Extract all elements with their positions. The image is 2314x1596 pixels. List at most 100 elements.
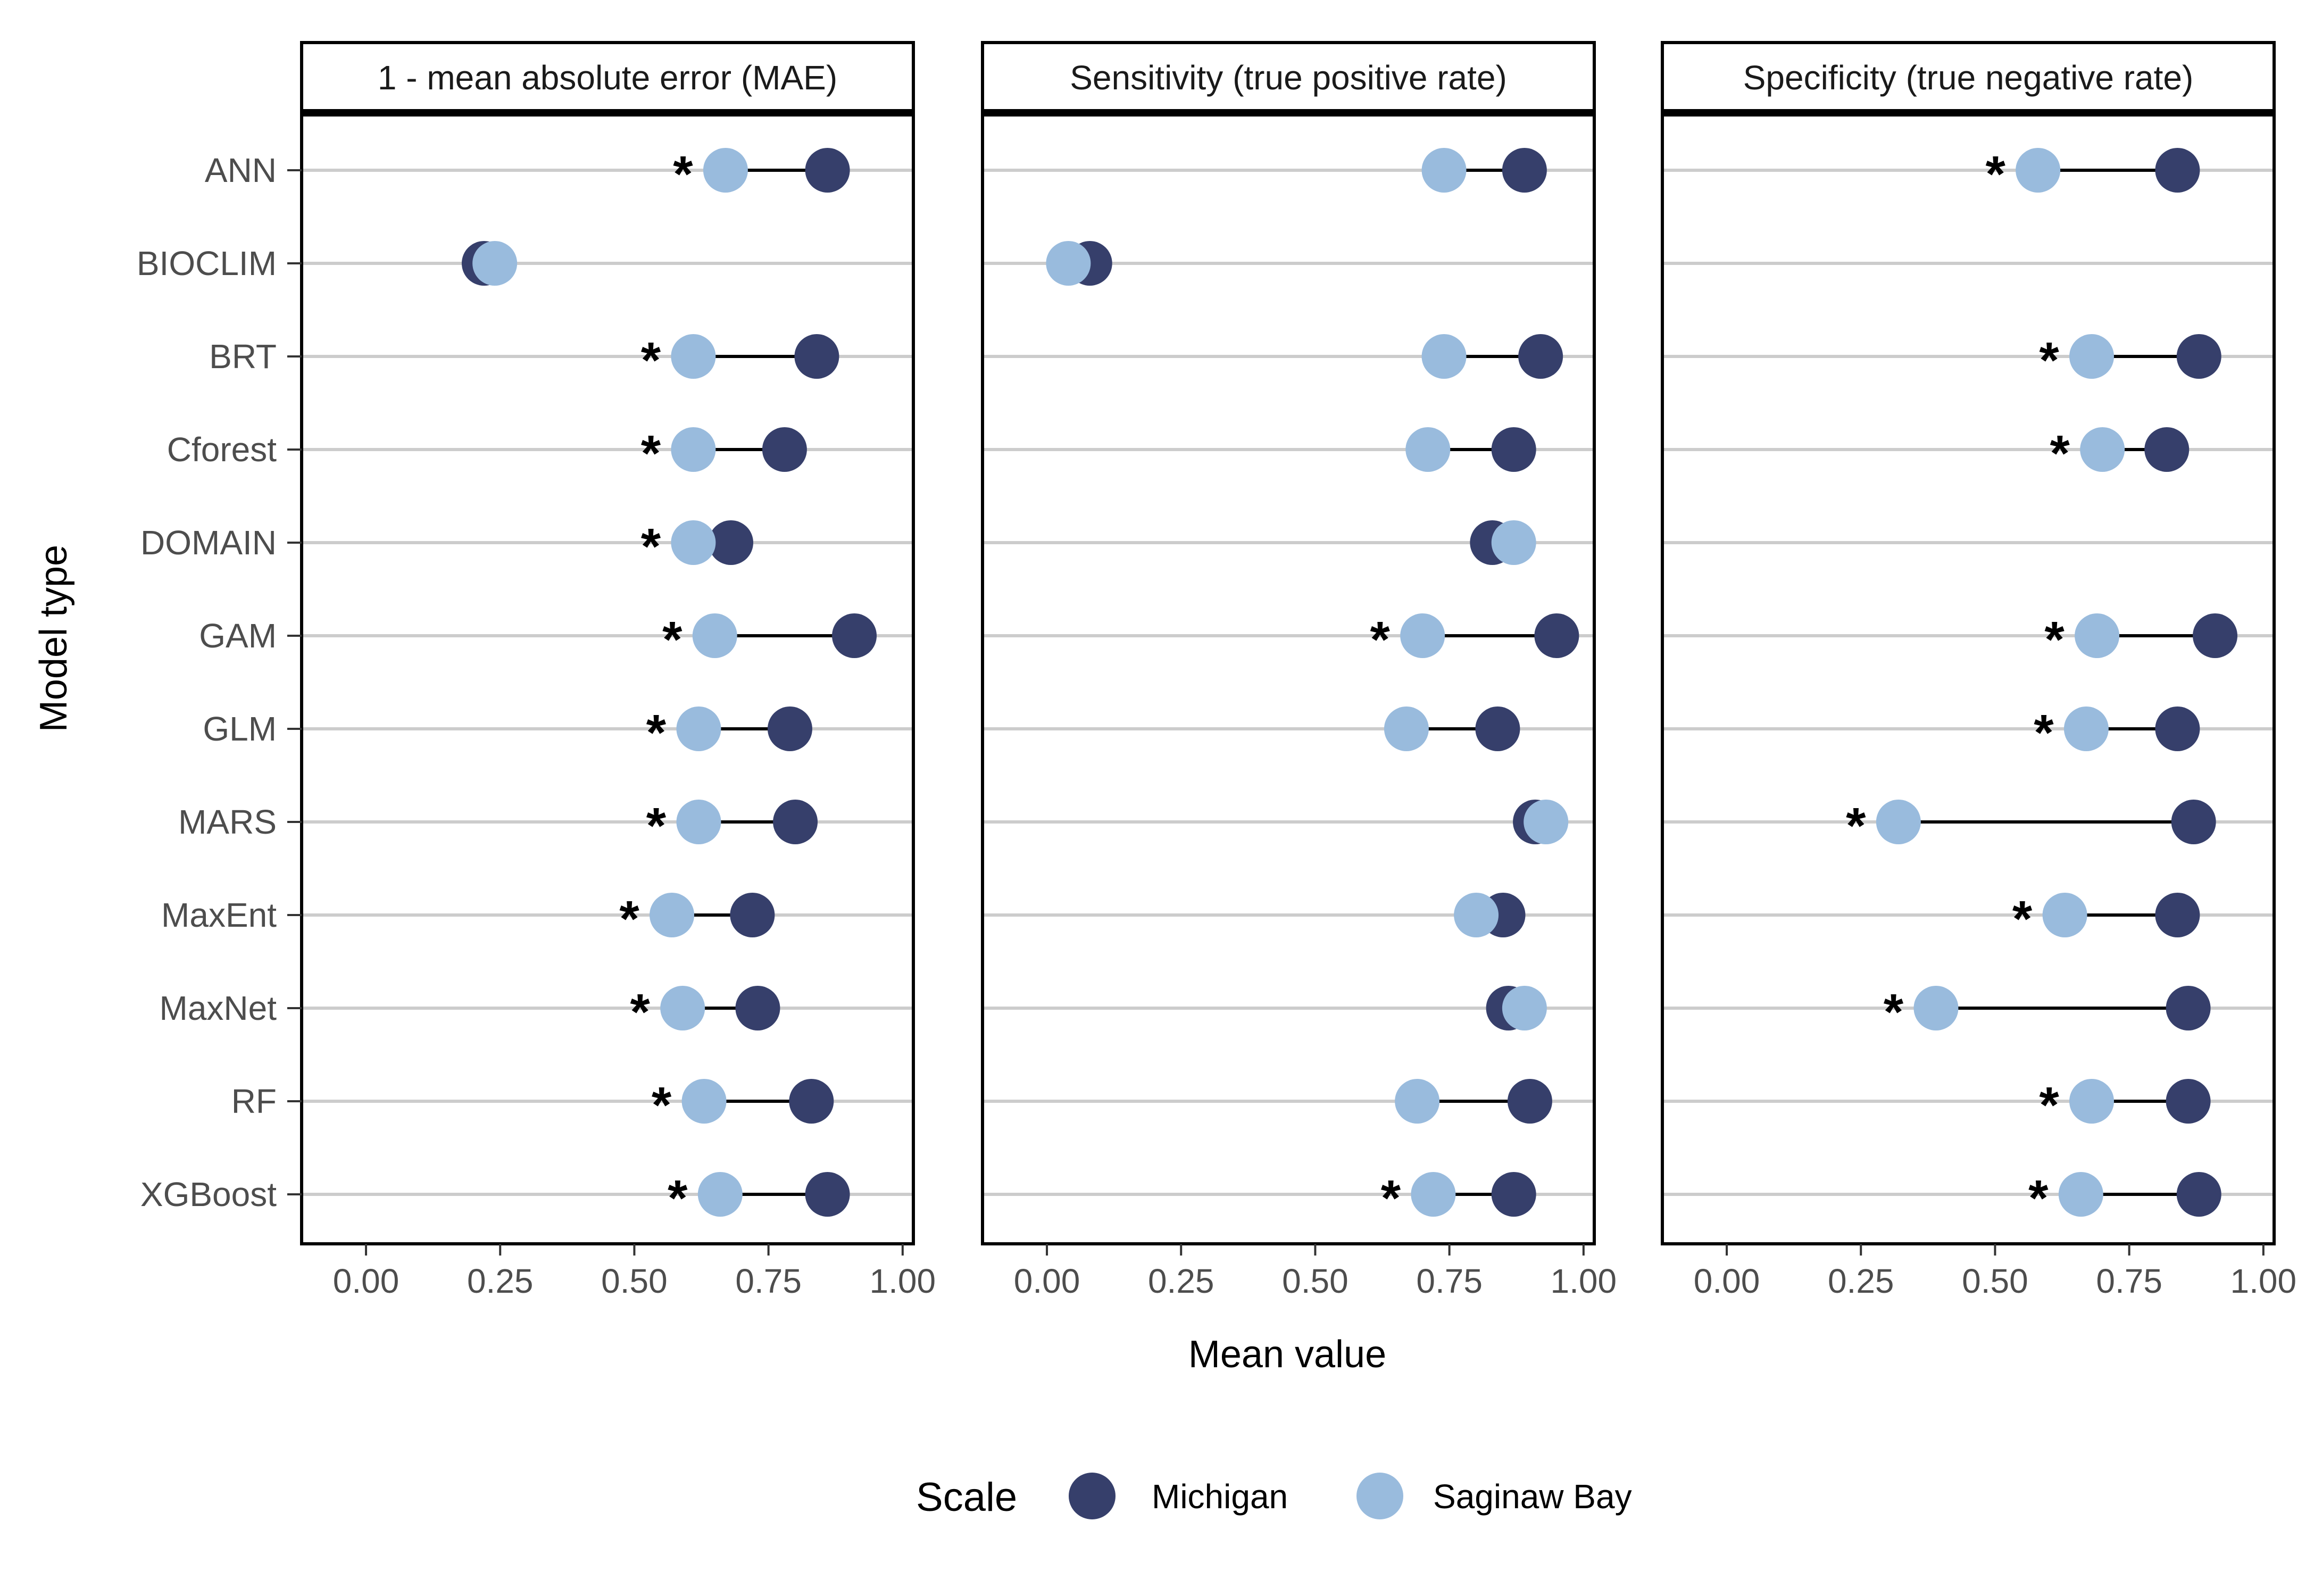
point-michigan-gam	[1534, 613, 1579, 658]
x-tick-label: 0.50	[1962, 1262, 2028, 1300]
category-label-domain: DOMAIN	[140, 523, 277, 562]
category-label-ann: ANN	[205, 151, 277, 189]
point-saginaw-bay-brt	[2069, 334, 2115, 379]
point-michigan-maxent	[2155, 893, 2200, 937]
point-michigan-glm	[767, 706, 812, 751]
x-tick-label: 0.25	[467, 1262, 534, 1300]
x-axis-title: Mean value	[1188, 1333, 1386, 1376]
point-saginaw-bay-xgboost	[2058, 1172, 2103, 1217]
panel-border	[300, 113, 915, 1245]
significance-marker-glm: *	[2034, 704, 2054, 761]
point-michigan-maxnet	[735, 986, 780, 1030]
point-saginaw-bay-maxnet	[1913, 986, 1959, 1030]
point-saginaw-bay-gam	[692, 613, 737, 658]
point-saginaw-bay-maxnet	[1502, 986, 1547, 1030]
significance-marker-xgboost: *	[668, 1170, 688, 1227]
legend-title: Scale	[916, 1475, 1017, 1520]
point-saginaw-bay-bioclim	[472, 241, 518, 286]
significance-marker-gam: *	[2044, 611, 2065, 668]
point-saginaw-bay-xgboost	[697, 1172, 743, 1217]
category-label-cforest: Cforest	[167, 430, 277, 469]
category-label-mars: MARS	[178, 803, 277, 841]
legend-label-michigan: Michigan	[1152, 1477, 1288, 1516]
point-michigan-maxent	[730, 893, 775, 937]
significance-marker-maxent: *	[619, 891, 639, 947]
x-tick-label: 0.00	[333, 1262, 399, 1300]
point-michigan-mars	[2171, 800, 2216, 844]
point-saginaw-bay-gam	[2075, 613, 2120, 658]
point-michigan-brt	[794, 334, 839, 379]
category-label-xgboost: XGBoost	[140, 1175, 277, 1213]
point-saginaw-bay-cforest	[671, 427, 716, 472]
significance-marker-maxent: *	[2012, 891, 2033, 947]
point-saginaw-bay-brt	[671, 334, 716, 379]
point-michigan-ann	[1502, 148, 1547, 193]
category-labels: ANN BIOCLIM BRT Cforest DOMAIN GAM GLM MARS MaxE…	[137, 151, 302, 1213]
point-michigan-xgboost	[2176, 1172, 2221, 1217]
legend-swatch-saginaw-bay	[1356, 1473, 1403, 1519]
significance-marker-xgboost: *	[2028, 1170, 2049, 1227]
significance-marker-brt: *	[641, 332, 661, 389]
x-tick-label: 0.75	[1416, 1262, 1483, 1300]
significance-marker-brt: *	[2039, 332, 2059, 389]
point-saginaw-bay-mars	[1524, 800, 1569, 844]
panel-title: Sensitivity (true positive rate)	[1070, 59, 1507, 97]
panel-2: Sensitivity (true positive rate) 0.00 0.25…	[981, 41, 1617, 1300]
point-michigan-mars	[773, 800, 818, 844]
significance-marker-mars: *	[646, 797, 667, 854]
significance-marker-rf: *	[652, 1077, 672, 1134]
point-michigan-gam	[2193, 613, 2238, 658]
point-michigan-glm	[1475, 706, 1520, 751]
point-saginaw-bay-mars	[1876, 800, 1921, 844]
point-saginaw-bay-maxent	[2042, 893, 2087, 937]
panel-1: 1 - mean absolute error (MAE) 0.00 0.25 0.5…	[300, 41, 936, 1300]
point-saginaw-bay-gam	[1400, 613, 1445, 658]
category-label-brt: BRT	[209, 337, 277, 376]
panel-strip	[981, 41, 1596, 114]
point-michigan-gam	[832, 613, 877, 658]
point-saginaw-bay-domain	[671, 520, 716, 565]
point-saginaw-bay-glm	[1384, 706, 1429, 751]
point-michigan-xgboost	[805, 1172, 850, 1217]
legend-swatch-michigan	[1069, 1473, 1116, 1519]
point-saginaw-bay-ann	[703, 148, 748, 193]
point-michigan-brt	[1518, 334, 1563, 379]
significance-marker-maxnet: *	[1884, 984, 1904, 1041]
point-saginaw-bay-maxnet	[660, 986, 705, 1030]
point-michigan-ann	[805, 148, 850, 193]
significance-marker-maxnet: *	[630, 984, 651, 1041]
significance-marker-cforest: *	[641, 425, 661, 482]
x-tick-label: 1.00	[1551, 1262, 1617, 1300]
point-michigan-rf	[1507, 1079, 1552, 1124]
significance-marker-rf: *	[2039, 1077, 2059, 1134]
significance-marker-gam: *	[1370, 611, 1391, 668]
point-michigan-cforest	[2144, 427, 2190, 472]
panel-strip	[1661, 41, 2276, 114]
point-saginaw-bay-domain	[1491, 520, 1536, 565]
category-label-rf: RF	[231, 1082, 277, 1120]
significance-marker-ann: *	[673, 146, 693, 203]
significance-marker-domain: *	[641, 518, 661, 575]
point-michigan-rf	[789, 1079, 834, 1124]
point-saginaw-bay-maxent	[1454, 893, 1499, 937]
significance-marker-gam: *	[662, 611, 682, 668]
x-tick-label: 0.00	[1014, 1262, 1080, 1300]
point-michigan-xgboost	[1491, 1172, 1536, 1217]
point-saginaw-bay-bioclim	[1046, 241, 1091, 286]
point-saginaw-bay-cforest	[1405, 427, 1451, 472]
x-tick-label: 0.75	[2096, 1262, 2162, 1300]
point-saginaw-bay-rf	[681, 1079, 727, 1124]
x-tick-label: 0.50	[1282, 1262, 1349, 1300]
point-michigan-ann	[2155, 148, 2200, 193]
point-saginaw-bay-xgboost	[1411, 1172, 1456, 1217]
category-label-glm: GLM	[203, 710, 277, 748]
panel-strip	[300, 41, 915, 114]
legend-label-saginaw-bay: Saginaw Bay	[1433, 1477, 1632, 1516]
x-tick-label: 0.75	[735, 1262, 802, 1300]
x-tick-label: 0.25	[1148, 1262, 1214, 1300]
point-michigan-domain	[709, 520, 754, 565]
x-tick-label: 0.00	[1694, 1262, 1760, 1300]
panel-title: 1 - mean absolute error (MAE)	[378, 59, 837, 97]
significance-marker-ann: *	[1985, 146, 2005, 203]
point-saginaw-bay-cforest	[2080, 427, 2125, 472]
